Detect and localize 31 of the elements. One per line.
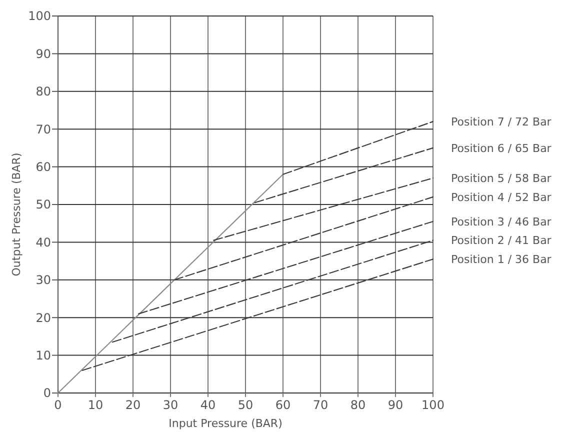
- series-label: Position 2 / 41 Bar: [451, 234, 552, 248]
- y-tick-label: 100: [28, 9, 51, 24]
- y-tick-label: 60: [36, 160, 51, 174]
- x-tick-label: 90: [388, 398, 404, 412]
- y-axis-title: Output Pressure (BAR): [10, 152, 23, 276]
- x-tick-label: 60: [275, 398, 291, 412]
- y-tick-label: 50: [36, 198, 51, 212]
- x-tick-label: 0: [54, 398, 62, 412]
- y-tick-label: 30: [36, 273, 51, 288]
- x-tick-label: 10: [88, 398, 104, 412]
- series-label: Position 6 / 65 Bar: [451, 142, 552, 155]
- x-tick-label: 30: [162, 398, 178, 412]
- x-tick-label: 20: [125, 398, 141, 412]
- y-tick-label: 90: [36, 46, 51, 61]
- series-label: Position 3 / 46 Bar: [451, 215, 552, 228]
- y-tick-label: 0: [43, 386, 51, 400]
- y-tick-label: 40: [36, 235, 51, 250]
- y-tick-label: 10: [36, 348, 51, 362]
- series-label: Position 7 / 72 Bar: [451, 115, 552, 128]
- x-tick-label: 40: [200, 398, 216, 412]
- x-tick-label: 80: [350, 398, 366, 412]
- x-tick-label: 100: [422, 398, 444, 412]
- x-tick-label: 70: [312, 398, 328, 412]
- x-tick-label: 50: [238, 398, 254, 412]
- x-axis-title: Input Pressure (BAR): [168, 417, 282, 430]
- y-tick-label: 20: [36, 310, 51, 325]
- y-tick-label: 80: [36, 84, 51, 99]
- series-label: Position 5 / 58 Bar: [451, 172, 552, 185]
- y-tick-label: 70: [36, 122, 51, 136]
- series-label: Position 4 / 52 Bar: [451, 190, 552, 204]
- series-label: Position 1 / 36 Bar: [451, 253, 552, 266]
